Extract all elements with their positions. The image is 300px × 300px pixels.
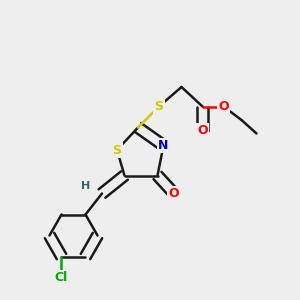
Text: S: S	[112, 143, 122, 157]
Text: N: N	[158, 139, 169, 152]
Text: O: O	[218, 100, 229, 113]
Text: O: O	[169, 187, 179, 200]
Text: O: O	[197, 124, 208, 137]
Text: S: S	[154, 100, 164, 113]
Text: Cl: Cl	[55, 271, 68, 284]
Text: H: H	[81, 181, 90, 191]
